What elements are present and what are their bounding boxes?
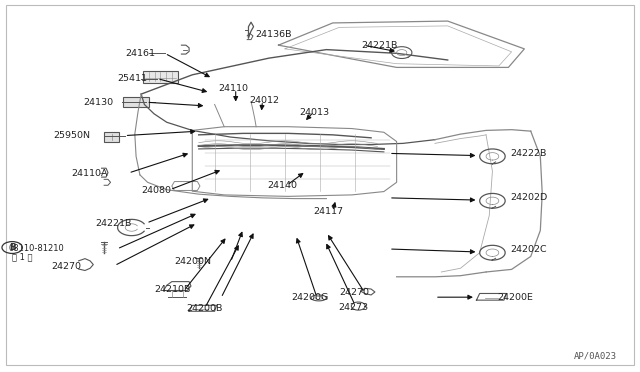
Text: 24202D: 24202D [510, 193, 548, 202]
FancyBboxPatch shape [123, 97, 150, 107]
FancyBboxPatch shape [104, 132, 120, 142]
Text: 24161: 24161 [125, 49, 156, 58]
Text: 24200B: 24200B [186, 304, 222, 313]
Text: 24221B: 24221B [362, 41, 398, 50]
Text: 24270: 24270 [339, 288, 369, 297]
Text: 24130: 24130 [84, 98, 114, 107]
Text: 24221B: 24221B [95, 219, 132, 228]
Text: 08110-81210: 08110-81210 [8, 244, 64, 253]
Text: B: B [9, 243, 15, 252]
Text: 24222B: 24222B [510, 149, 547, 158]
Text: 24110A: 24110A [71, 169, 108, 177]
Text: 24117: 24117 [314, 208, 344, 217]
Text: 24080: 24080 [141, 186, 171, 195]
Text: 24270: 24270 [52, 262, 82, 271]
Text: 24110: 24110 [218, 84, 248, 93]
Text: 25411: 25411 [117, 74, 147, 83]
Text: 24273: 24273 [338, 303, 368, 312]
Text: 〈 1 〉: 〈 1 〉 [12, 253, 33, 262]
Text: 24012: 24012 [250, 96, 280, 105]
Text: 24136B: 24136B [255, 30, 291, 39]
Text: 24200N: 24200N [174, 257, 211, 266]
Text: 24202C: 24202C [510, 245, 547, 254]
FancyBboxPatch shape [6, 5, 634, 365]
Text: 25950N: 25950N [54, 131, 91, 140]
Text: 24200G: 24200G [291, 293, 328, 302]
FancyBboxPatch shape [143, 71, 177, 83]
Text: 24013: 24013 [300, 108, 330, 117]
Text: 24200E: 24200E [497, 294, 533, 302]
Text: 24210B: 24210B [154, 285, 190, 294]
Text: AP/0A023: AP/0A023 [574, 351, 617, 360]
Text: 24140: 24140 [268, 181, 298, 190]
